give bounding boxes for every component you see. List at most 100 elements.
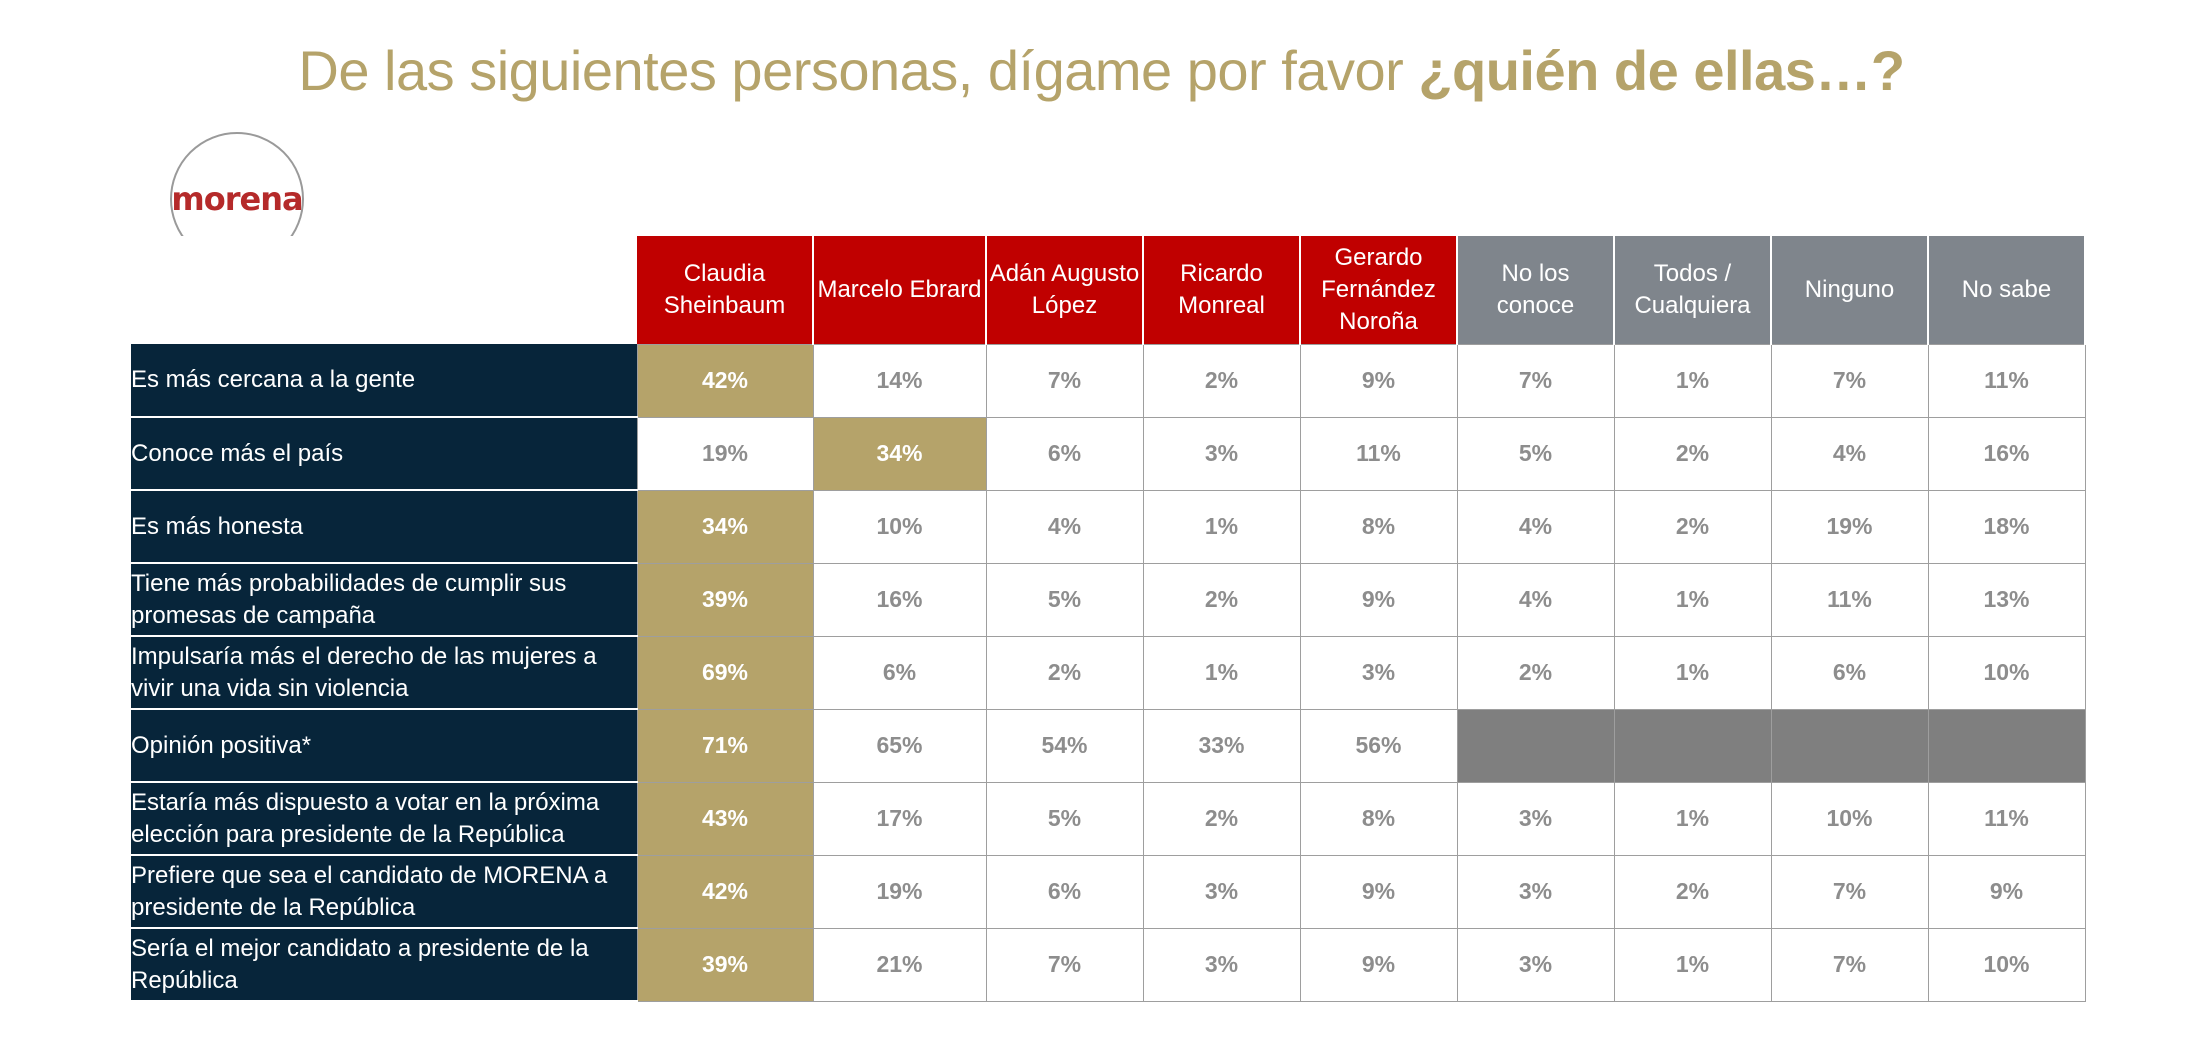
value-cell: 9% (1299, 854, 1458, 929)
row-label: Conoce más el país (131, 417, 637, 491)
value-cell: 16% (812, 562, 987, 637)
value-cell: 10% (1927, 635, 2086, 710)
table-body: Es más cercana a la gente 42% 14% 7% 2% 9% 7% 1… (131, 343, 2086, 1002)
column-header: Adán Augusto López (986, 236, 1144, 344)
value-cell: 9% (1299, 927, 1458, 1002)
value-cell: 4% (1770, 416, 1929, 491)
row-label: Es más cercana a la gente (131, 344, 637, 418)
value-cell: 39% (636, 927, 814, 1002)
column-header: Ricardo Monreal (1143, 236, 1301, 344)
value-cell: 3% (1142, 927, 1301, 1002)
value-cell: 3% (1456, 781, 1615, 856)
value-cell: 3% (1299, 635, 1458, 710)
value-cell: 3% (1456, 854, 1615, 929)
table-row: Prefiere que sea el candidato de MORENA … (131, 854, 2086, 929)
empty-cell (1927, 708, 2086, 783)
value-cell: 6% (985, 416, 1144, 491)
value-cell: 7% (1770, 343, 1929, 418)
value-cell: 1% (1613, 781, 1772, 856)
corner-cell (131, 236, 637, 344)
value-cell: 2% (985, 635, 1144, 710)
column-header: No los conoce (1457, 236, 1615, 344)
value-cell: 17% (812, 781, 987, 856)
value-cell: 1% (1613, 635, 1772, 710)
value-cell: 9% (1299, 343, 1458, 418)
value-cell: 19% (636, 416, 814, 491)
value-cell: 6% (1770, 635, 1929, 710)
value-cell: 18% (1927, 489, 2086, 564)
row-label: Sería el mejor candidato a presidente de… (131, 928, 637, 1002)
value-cell: 42% (636, 854, 814, 929)
value-cell: 43% (636, 781, 814, 856)
value-cell: 6% (812, 635, 987, 710)
value-cell: 2% (1613, 416, 1772, 491)
value-cell: 54% (985, 708, 1144, 783)
value-cell: 8% (1299, 781, 1458, 856)
value-cell: 2% (1142, 781, 1301, 856)
value-cell: 2% (1613, 854, 1772, 929)
value-cell: 16% (1927, 416, 2086, 491)
column-header: Todos / Cualquiera (1614, 236, 1772, 344)
value-cell: 5% (1456, 416, 1615, 491)
value-cell: 7% (1770, 854, 1929, 929)
value-cell: 42% (636, 343, 814, 418)
value-cell: 4% (1456, 489, 1615, 564)
value-cell: 11% (1770, 562, 1929, 637)
value-cell: 9% (1299, 562, 1458, 637)
empty-cell (1770, 708, 1929, 783)
column-header: Ninguno (1771, 236, 1929, 344)
value-cell: 10% (812, 489, 987, 564)
title-bold: ¿quién de ellas…? (1418, 39, 1905, 102)
empty-cell (1456, 708, 1615, 783)
header-row: Claudia Sheinbaum Marcelo Ebrard Adán Augu… (131, 236, 2086, 344)
table-row: Opinión positiva* 71% 65% 54% 33% 56% (131, 708, 2086, 783)
value-cell: 56% (1299, 708, 1458, 783)
value-cell: 14% (812, 343, 987, 418)
title-regular: De las siguientes personas, dígame por f… (298, 39, 1419, 102)
row-label: Impulsaría más el derecho de las mujeres… (131, 636, 637, 710)
value-cell: 13% (1927, 562, 2086, 637)
page-title: De las siguientes personas, dígame por f… (0, 38, 2203, 103)
value-cell: 10% (1927, 927, 2086, 1002)
value-cell: 3% (1142, 416, 1301, 491)
value-cell: 4% (1456, 562, 1615, 637)
row-label: Opinión positiva* (131, 709, 637, 783)
row-label: Prefiere que sea el candidato de MORENA … (131, 855, 637, 929)
value-cell: 10% (1770, 781, 1929, 856)
value-cell: 8% (1299, 489, 1458, 564)
value-cell: 3% (1142, 854, 1301, 929)
value-cell: 7% (1770, 927, 1929, 1002)
value-cell: 19% (812, 854, 987, 929)
value-cell: 6% (985, 854, 1144, 929)
column-header: No sabe (1928, 236, 2086, 344)
column-header: Marcelo Ebrard (813, 236, 987, 344)
column-header: Gerardo Fernández Noroña (1300, 236, 1458, 344)
results-table: Claudia Sheinbaum Marcelo Ebrard Adán Augu… (131, 236, 2086, 1002)
row-label: Es más honesta (131, 490, 637, 564)
value-cell: 2% (1142, 343, 1301, 418)
value-cell: 7% (985, 343, 1144, 418)
table-row: Es más honesta 34% 10% 4% 1% 8% 4% 2% 19% 18% (131, 489, 2086, 564)
logo-text: morena (171, 180, 303, 218)
value-cell: 5% (985, 562, 1144, 637)
value-cell: 1% (1142, 635, 1301, 710)
value-cell: 2% (1456, 635, 1615, 710)
value-cell: 1% (1613, 343, 1772, 418)
value-cell: 11% (1927, 343, 2086, 418)
value-cell: 9% (1927, 854, 2086, 929)
column-header: Claudia Sheinbaum (637, 236, 814, 344)
table-row: Es más cercana a la gente 42% 14% 7% 2% 9% 7% 1… (131, 343, 2086, 418)
table-row: Estaría más dispuesto a votar en la próx… (131, 781, 2086, 856)
value-cell: 11% (1299, 416, 1458, 491)
value-cell: 7% (985, 927, 1144, 1002)
value-cell: 1% (1613, 927, 1772, 1002)
value-cell: 1% (1142, 489, 1301, 564)
value-cell: 65% (812, 708, 987, 783)
value-cell: 19% (1770, 489, 1929, 564)
value-cell: 34% (812, 416, 987, 491)
table-row: Conoce más el país 19% 34% 6% 3% 11% 5% 2% 4% 16% (131, 416, 2086, 491)
value-cell: 5% (985, 781, 1144, 856)
value-cell: 2% (1613, 489, 1772, 564)
table-row: Impulsaría más el derecho de las mujeres… (131, 635, 2086, 710)
value-cell: 21% (812, 927, 987, 1002)
